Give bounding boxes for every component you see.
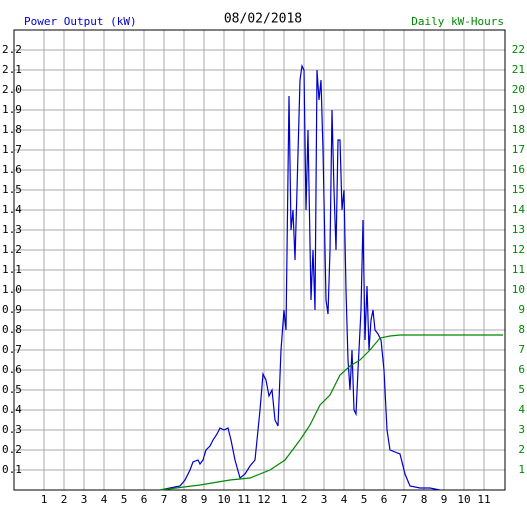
x-tick-label: 4 xyxy=(101,493,108,506)
y2-tick-label: 3 xyxy=(518,423,525,436)
y2-tick-label: 17 xyxy=(512,143,525,156)
x-tick-label: 10 xyxy=(217,493,230,506)
y2-tick-label: 4 xyxy=(518,403,525,416)
y-tick-label: 0.7 xyxy=(2,343,22,356)
x-tick-label: 3 xyxy=(321,493,328,506)
y-tick-label: 1.9 xyxy=(2,103,22,116)
y2-tick-label: 11 xyxy=(512,263,525,276)
data-line xyxy=(159,64,441,491)
y2-tick-label: 19 xyxy=(512,103,525,116)
x-tick-label: 7 xyxy=(161,493,168,506)
x-tick-label: 2 xyxy=(301,493,308,506)
x-tick-label: 11 xyxy=(237,493,250,506)
y-tick-label: 1.1 xyxy=(2,263,22,276)
y-tick-label: 1.2 xyxy=(2,243,22,256)
x-tick-label: 10 xyxy=(457,493,470,506)
y-tick-label: 0.6 xyxy=(2,363,22,376)
x-tick-label: 9 xyxy=(201,493,208,506)
x-tick-label: 6 xyxy=(381,493,388,506)
y2-tick-label: 12 xyxy=(512,243,525,256)
y2-tick-label: 6 xyxy=(518,363,525,376)
y2-tick-label: 13 xyxy=(512,223,525,236)
y-tick-label: 2.2 xyxy=(2,43,22,56)
y2-tick-label: 20 xyxy=(512,83,525,96)
y-tick-label: 1.4 xyxy=(2,203,22,216)
y-tick-label: 0.8 xyxy=(2,323,22,336)
y2-tick-label: 5 xyxy=(518,383,525,396)
x-tick-label: 12 xyxy=(257,493,270,506)
y2-tick-label: 2 xyxy=(518,443,525,456)
x-tick-label: 7 xyxy=(401,493,408,506)
y2-tick-label: 18 xyxy=(512,123,525,136)
y2-tick-label: 21 xyxy=(512,63,525,76)
y-tick-label: 0.1 xyxy=(2,463,22,476)
y2-tick-label: 14 xyxy=(512,203,526,216)
y2-tick-label: 9 xyxy=(518,303,525,316)
x-tick-label: 8 xyxy=(181,493,188,506)
y2-tick-label: 10 xyxy=(512,283,525,296)
x-tick-label: 9 xyxy=(441,493,448,506)
y2-tick-label: 15 xyxy=(512,183,525,196)
x-tick-label: 5 xyxy=(361,493,368,506)
y2-tick-label: 16 xyxy=(512,163,525,176)
y-tick-label: 2.1 xyxy=(2,63,22,76)
y-tick-label: 1.3 xyxy=(2,223,22,236)
y2-axis-title: Daily kW-Hours xyxy=(411,15,504,28)
y-tick-label: 0.4 xyxy=(2,403,22,416)
y-tick-label: 1.5 xyxy=(2,183,22,196)
x-tick-label: 8 xyxy=(421,493,428,506)
y-tick-label: 0.9 xyxy=(2,303,22,316)
x-tick-label: 4 xyxy=(341,493,348,506)
plot-border xyxy=(13,29,506,491)
y-tick-label: 1.0 xyxy=(2,283,22,296)
y2-tick-label: 22 xyxy=(512,43,525,56)
y-tick-label: 1.8 xyxy=(2,123,22,136)
y-tick-label: 1.6 xyxy=(2,163,22,176)
y-tick-label: 1.7 xyxy=(2,143,22,156)
x-tick-label: 1 xyxy=(281,493,288,506)
x-tick-label: 11 xyxy=(477,493,490,506)
y-tick-label: 0.5 xyxy=(2,383,22,396)
x-tick-label: 3 xyxy=(81,493,88,506)
x-tick-label: 2 xyxy=(61,493,68,506)
y-tick-label: 0.3 xyxy=(2,423,22,436)
x-tick-label: 1 xyxy=(41,493,48,506)
x-tick-label: 6 xyxy=(141,493,148,506)
y2-tick-label: 8 xyxy=(518,323,525,336)
y-tick-label: 0.2 xyxy=(2,443,22,456)
x-tick-label: 5 xyxy=(121,493,128,506)
y-tick-label: 2.0 xyxy=(2,83,22,96)
y2-tick-label: 7 xyxy=(518,343,525,356)
y-axis-title: Power Output (kW) xyxy=(24,15,137,28)
y2-tick-label: 1 xyxy=(518,463,525,476)
data-line xyxy=(159,334,503,491)
chart-title: 08/02/2018 xyxy=(224,12,302,27)
